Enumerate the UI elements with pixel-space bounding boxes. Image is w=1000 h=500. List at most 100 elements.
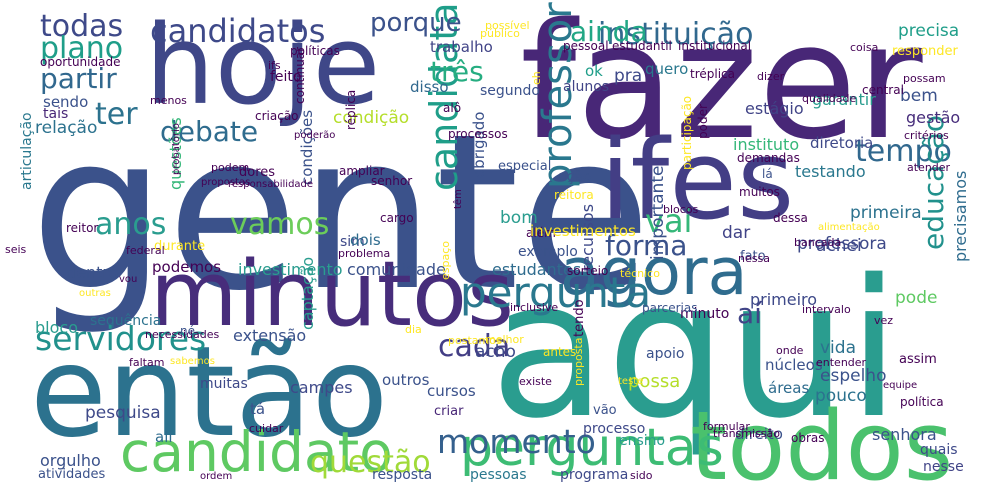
word: momento: [437, 422, 596, 461]
word: trabalho: [430, 38, 493, 56]
word: exemplo: [518, 244, 578, 260]
word: menos: [150, 94, 187, 107]
word: podemos: [152, 258, 222, 276]
word: pessoal: [563, 39, 609, 53]
word: dentro: [66, 263, 119, 282]
word: aí: [737, 297, 762, 330]
word: cada: [438, 329, 511, 364]
word: lá: [762, 167, 773, 181]
word: estudantil: [612, 39, 672, 53]
word: transmissão: [713, 427, 780, 440]
word: parcerias: [642, 301, 698, 315]
word: intervalo: [802, 303, 851, 316]
word: três: [430, 55, 484, 88]
word: responder: [892, 44, 958, 59]
word: faltam: [129, 356, 165, 369]
word: réplica: [344, 89, 358, 130]
word: pode: [895, 288, 938, 308]
word: existe: [519, 375, 552, 388]
word: primeira: [850, 203, 922, 223]
word: senhora: [872, 425, 937, 444]
word: aqui: [490, 239, 901, 460]
word: obrigado: [470, 111, 488, 178]
word: minuto: [680, 306, 730, 322]
word: dores: [239, 165, 276, 180]
word: cursos: [427, 382, 476, 400]
word: pessoas: [470, 467, 527, 483]
word: bloco: [35, 318, 78, 337]
word: possa: [628, 371, 681, 392]
word: programa: [560, 467, 629, 483]
word: necessidades: [145, 328, 220, 341]
word: obras: [791, 431, 825, 445]
word: todas: [40, 9, 124, 44]
word: vai: [645, 202, 693, 240]
word: ali: [155, 428, 173, 446]
word: outros: [382, 371, 430, 389]
word: atividades: [38, 467, 106, 482]
word: relação: [35, 118, 98, 138]
word: especial: [498, 159, 552, 174]
word: probatório: [171, 123, 182, 175]
word: outras: [79, 288, 111, 299]
word: extensão: [233, 326, 307, 345]
word: instituto: [733, 135, 800, 154]
word: espaço: [439, 241, 452, 280]
word: formular: [703, 420, 750, 433]
word: acho: [475, 342, 516, 362]
word: alô: [443, 101, 462, 115]
word: federal: [126, 244, 165, 257]
word: porque: [370, 8, 462, 38]
word: sendo: [43, 93, 89, 111]
word: senhor: [371, 174, 413, 188]
word: orgulho: [40, 451, 101, 470]
word: ifs: [268, 59, 281, 72]
word: postamos: [448, 334, 502, 347]
word: plano: [40, 31, 124, 66]
word: sequência: [90, 313, 162, 329]
word: onde: [776, 344, 804, 357]
word: responsabilidade: [228, 179, 314, 190]
word: institucional: [678, 39, 752, 53]
word: vez: [874, 314, 894, 327]
word: diretoria: [810, 134, 874, 152]
word: público: [480, 27, 520, 40]
word: hoje: [145, 1, 381, 129]
word: ter: [95, 97, 138, 132]
word: núcleos: [765, 356, 823, 374]
word: processo: [583, 421, 646, 437]
word: melhor: [485, 333, 524, 346]
word: servidores: [35, 319, 207, 358]
word: muitos: [739, 185, 780, 199]
word: possam: [903, 72, 946, 85]
word: têm: [453, 189, 464, 209]
word: sabemos: [170, 356, 215, 367]
word: garantir: [812, 90, 876, 109]
word: reitora: [554, 188, 594, 202]
word: dar: [722, 223, 751, 243]
word: né: [180, 324, 195, 338]
word: fato: [740, 249, 766, 264]
word: tais: [43, 106, 69, 122]
word: precisamos: [951, 170, 970, 262]
word: ampliar: [339, 164, 385, 178]
word: apoio: [646, 346, 685, 362]
word: poder: [696, 104, 710, 139]
word: política: [900, 395, 944, 409]
word: pergunta: [460, 268, 652, 317]
word: ok: [585, 62, 603, 80]
word: equipe: [883, 380, 918, 391]
word: cuidar: [249, 422, 284, 435]
word: agora: [560, 235, 748, 310]
word: critérios: [904, 129, 949, 142]
word: feito: [270, 69, 302, 85]
word: técnico: [620, 267, 660, 280]
word: resposta: [372, 467, 433, 483]
word: instituição: [598, 17, 754, 52]
word: antes: [543, 345, 577, 359]
word: problema: [338, 247, 391, 260]
word: direito: [735, 425, 783, 443]
word: tréplica: [690, 67, 735, 81]
word: eh: [530, 71, 543, 85]
word: propostas: [201, 177, 251, 188]
